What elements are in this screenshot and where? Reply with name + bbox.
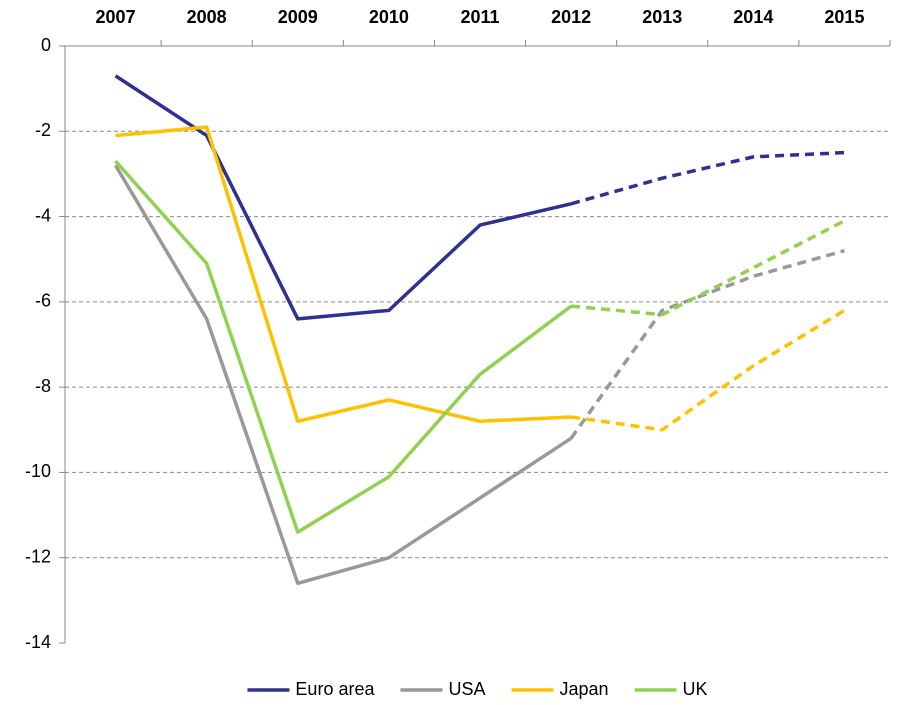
series-line [570,308,846,432]
x-tick-label: 2012 [551,7,591,27]
y-tick-label: -14 [25,632,51,652]
y-tick-label: -4 [35,205,51,225]
series-line [114,159,573,534]
y-tick-label: -10 [25,461,51,481]
series-line [114,164,573,586]
series-line [114,74,572,321]
x-tick-label: 2013 [642,7,682,27]
y-tick-label: -2 [35,120,51,140]
legend-label: USA [448,679,485,699]
legend-label: Japan [560,679,609,699]
x-tick-label: 2011 [460,7,499,27]
series-line [570,150,845,206]
series-line [115,125,572,424]
legend: Euro area USA Japan UK [247,679,708,699]
x-tick-label: 2014 [733,7,773,27]
y-tick-label: 0 [41,35,51,55]
y-tick-label: -8 [35,376,51,396]
x-tick-label: 2008 [187,7,227,27]
y-tick-label: -6 [35,291,51,311]
legend-label: Euro area [295,679,375,699]
x-tick-label: 2007 [96,7,136,27]
x-tick-label: 2010 [369,7,409,27]
y-tick-label: -12 [25,546,51,566]
legend-label: UK [683,679,708,699]
x-tick-label: 2009 [278,7,318,27]
series-line [569,249,845,440]
x-tick-label: 2015 [824,7,864,27]
series-line [570,219,846,317]
